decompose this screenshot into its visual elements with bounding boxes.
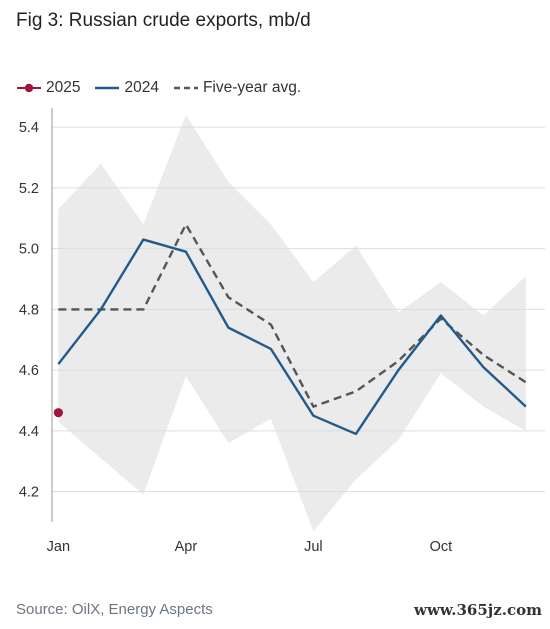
y-tick-label: 5.2 (19, 181, 39, 197)
legend-line-2024 (95, 86, 120, 90)
legend: 2025 2024 Five-year avg. (16, 76, 315, 100)
y-tick-label: 4.6 (19, 363, 39, 379)
legend-item-2024: 2024 (94, 79, 159, 97)
x-tick-label: Oct (430, 539, 453, 555)
x-tick-label: Jan (47, 539, 70, 555)
legend-label-five-year-avg: Five-year avg. (202, 79, 302, 96)
x-tick-label: Apr (175, 539, 198, 555)
y-tick-label: 5.4 (19, 120, 39, 136)
source-note: Source: OilX, Energy Aspects (16, 601, 213, 618)
x-tick-label: Jul (304, 539, 323, 555)
series-line-2024 (57, 238, 527, 436)
legend-label-2024: 2024 (124, 79, 159, 96)
legend-marker-2025 (17, 83, 41, 93)
legend-item-five-year-avg: Five-year avg. (173, 79, 301, 97)
y-tick-label: 4.4 (19, 424, 39, 440)
y-tick-label: 4.8 (19, 302, 39, 318)
y-axis-ticks: 4.2 4.4 4.6 4.8 5.0 5.2 5.4 (19, 120, 39, 500)
legend-label-2025: 2025 (46, 79, 81, 96)
gridlines (52, 126, 545, 493)
chart-title: Fig 3: Russian crude exports, mb/d (16, 10, 311, 31)
series-point-2025 (53, 408, 63, 418)
y-tick-label: 5.0 (19, 242, 39, 258)
legend-line-five-year-avg (173, 86, 198, 90)
watermark: www.365jz.com (414, 601, 542, 619)
x-axis-ticks: Jan Apr Jul Oct (47, 539, 452, 555)
range-band-layer (58, 115, 526, 532)
legend-item-2025: 2025 (16, 79, 80, 97)
series-layer (53, 223, 527, 436)
y-tick-label: 4.2 (19, 485, 39, 501)
five-year-range-band (58, 115, 526, 532)
